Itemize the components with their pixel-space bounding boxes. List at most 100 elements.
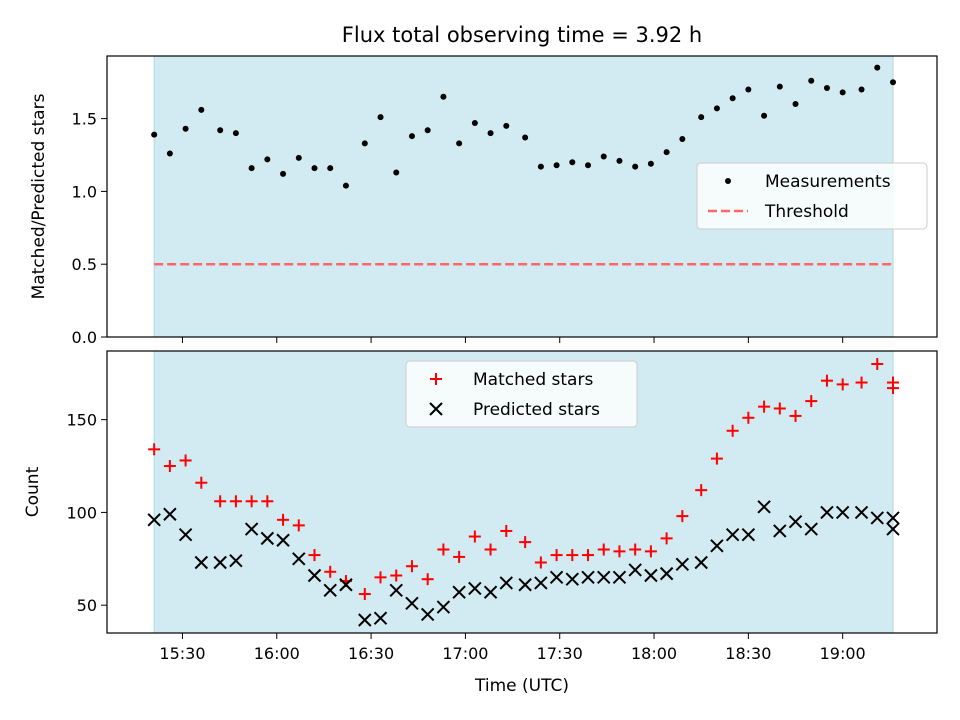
measurement-point (698, 114, 705, 121)
cross-b (483, 585, 498, 599)
matched-star-point (886, 382, 899, 395)
cross-b (886, 522, 900, 536)
matched-star-point (277, 513, 290, 526)
measurement-point (248, 165, 255, 172)
cross-b (628, 563, 642, 577)
legend-label: Matched stars (473, 370, 593, 390)
matched-star-point (836, 378, 849, 391)
predicted-star-point (741, 527, 756, 542)
matched-star-point (195, 476, 208, 489)
cross-b (644, 568, 658, 583)
matched-star-point (500, 524, 513, 537)
predicted-star-point (694, 555, 708, 570)
predicted-star-point (710, 539, 724, 553)
cross-b (163, 507, 177, 521)
measurement-point (424, 127, 431, 134)
cross-b (820, 505, 834, 520)
y-tick-label: 50 (77, 596, 97, 615)
cross-b (710, 539, 724, 553)
measurement-point (823, 85, 830, 92)
y-tick-label: 1.5 (72, 110, 97, 129)
legend-measurement-marker (725, 178, 731, 184)
predicted-star-point (549, 570, 564, 585)
matched-star-point (644, 545, 657, 558)
cross-b (773, 524, 787, 538)
predicted-star-point (405, 596, 419, 611)
predicted-star-point (213, 555, 227, 570)
predicted-star-point (870, 511, 884, 525)
predicted-star-point (518, 578, 532, 592)
predicted-star-point (339, 578, 353, 592)
matched-star-point (789, 409, 802, 422)
matched-star-point (179, 454, 192, 467)
predicted-star-point (178, 527, 193, 542)
measurement-point (151, 131, 158, 138)
predicted-star-point (244, 522, 259, 536)
cross-b (292, 552, 306, 566)
matched-star-point (676, 510, 689, 523)
legend-box (696, 162, 928, 230)
measurement-point (537, 163, 544, 170)
matched-star-point (437, 543, 450, 556)
matched-star-point (374, 571, 387, 584)
cross-b (339, 578, 353, 592)
matched-star-point (324, 565, 337, 578)
predicted-star-point (820, 505, 834, 520)
measurement-point (889, 79, 896, 86)
matched-star-point (534, 556, 547, 569)
predicted-star-point (804, 522, 818, 536)
predicted-star-point (260, 531, 275, 546)
cross-b (307, 568, 322, 583)
matched-star-point (820, 374, 833, 387)
predicted-star-point (452, 585, 466, 599)
matched-star-point (453, 550, 466, 563)
measurement-point (393, 169, 400, 176)
matched-star-point (710, 452, 723, 465)
measurement-point (440, 93, 447, 100)
predicted-star-point (628, 563, 642, 577)
y-axis-label: Matched/Predicted stars (29, 93, 49, 299)
cross-b (260, 531, 275, 546)
predicted-star-point (420, 607, 435, 622)
measurement-point (761, 112, 768, 119)
cross-b (757, 500, 771, 514)
predicted-star-point (534, 576, 548, 590)
matched-star-point (261, 495, 274, 508)
measurement-point (280, 170, 287, 177)
y-tick-label: 100 (66, 503, 97, 522)
matched-star-point (390, 569, 403, 582)
cross-b (675, 557, 690, 572)
cross-b (854, 505, 869, 520)
cross-b (429, 402, 443, 416)
matched-star-point (245, 495, 258, 508)
measurement-point (311, 165, 318, 172)
predicted-star-point (499, 576, 513, 590)
measurement-point (553, 162, 560, 169)
predicted-star-point (389, 583, 403, 598)
predicted-star-point (757, 500, 771, 514)
measurement-point (808, 77, 815, 84)
measurement-point (729, 95, 736, 102)
cross-b (468, 581, 482, 596)
measurement-point (264, 156, 271, 163)
measurement-point (569, 159, 576, 166)
matched-star-point (773, 402, 786, 415)
cross-b (886, 511, 900, 525)
cross-b (694, 555, 708, 570)
matched-star-point (871, 357, 884, 370)
matched-star-point (163, 460, 176, 473)
panel-frame (106, 55, 938, 338)
x-tick-label: 19:00 (820, 644, 866, 663)
predicted-star-point (659, 566, 674, 581)
y-tick-label: 150 (66, 411, 97, 430)
cross-b (405, 596, 419, 611)
cross-b (358, 613, 372, 627)
x-tick-label: 18:30 (725, 644, 771, 663)
y-axis-label: Count (23, 466, 43, 517)
panel-frame (106, 350, 938, 634)
measurement-point (679, 135, 686, 142)
cross-b (612, 570, 627, 585)
predicted-star-point (373, 611, 388, 625)
measurement-point (647, 160, 654, 167)
cross-b (870, 511, 884, 525)
